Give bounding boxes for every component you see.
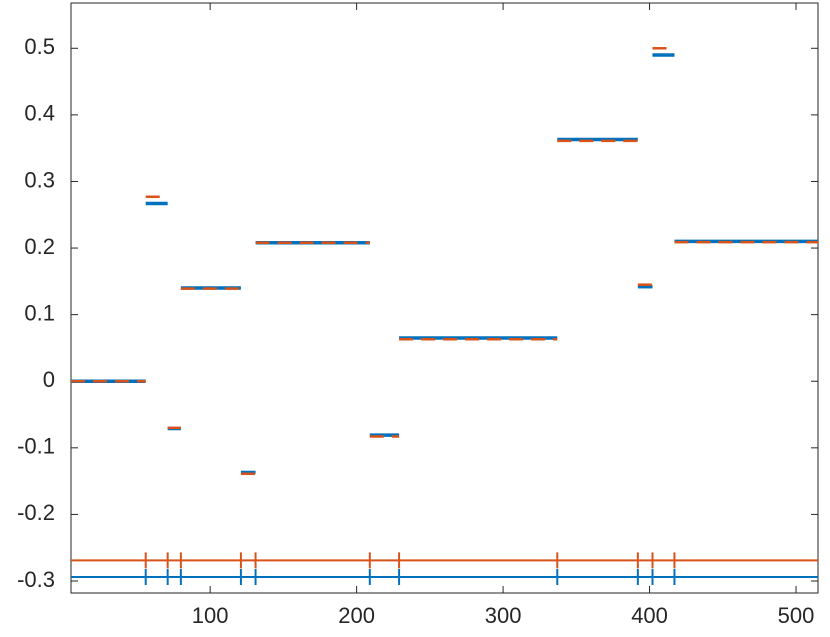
- x-tick-label: 200: [338, 603, 375, 628]
- y-tick-label: -0.1: [17, 434, 55, 459]
- y-tick-label: 0.2: [24, 234, 55, 259]
- y-tick-label: 0.4: [24, 101, 55, 126]
- y-tick-label: 0.3: [24, 167, 55, 192]
- plot-area: [70, 2, 819, 594]
- x-tick-label: 500: [778, 603, 815, 628]
- y-tick-label: -0.3: [17, 567, 55, 592]
- x-tick-label: 400: [631, 603, 668, 628]
- y-tick-label: 0.1: [24, 300, 55, 325]
- y-tick-label: -0.2: [17, 500, 55, 525]
- y-tick-label: 0: [43, 367, 55, 392]
- y-tick-label: 0.5: [24, 34, 55, 59]
- x-tick-label: 300: [485, 603, 522, 628]
- x-tick-label: 100: [192, 603, 229, 628]
